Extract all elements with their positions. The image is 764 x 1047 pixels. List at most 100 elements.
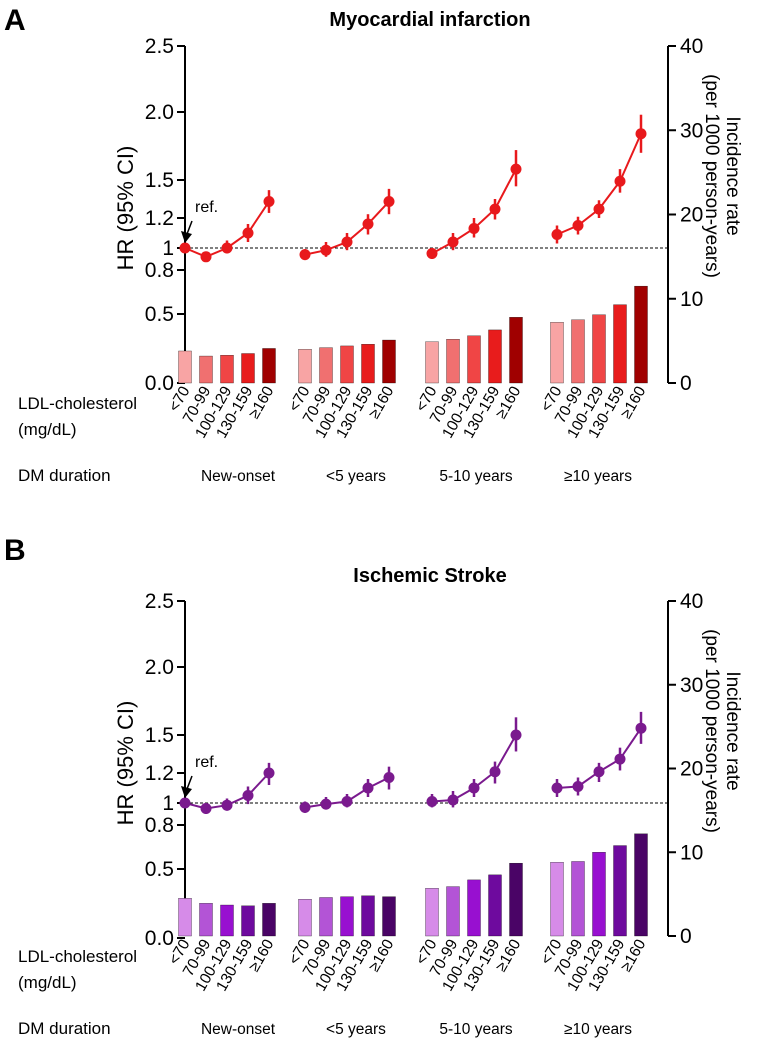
panel-B: B Ischemic Stroke 2.5 2.0 1.5 1.2 10.8 0.5 0.0 40… xyxy=(4,534,743,1038)
incidence-bar xyxy=(361,344,375,384)
hr-point xyxy=(614,753,626,765)
hr-point xyxy=(551,229,563,240)
right-tick-label: 40 xyxy=(680,35,703,58)
incidence-bar xyxy=(467,879,481,937)
hr-point xyxy=(242,790,254,801)
hr-point xyxy=(179,242,191,254)
left-axis-title: HR (95% CI) xyxy=(113,701,138,826)
incidence-bar xyxy=(634,833,648,937)
hr-point xyxy=(221,799,233,811)
hr-point xyxy=(383,196,395,208)
right-axis-title-2: (per 1000 person-years) xyxy=(701,74,722,278)
incidence-bar xyxy=(319,897,333,937)
hr-point xyxy=(572,220,584,231)
incidence-bar xyxy=(550,322,564,384)
incidence-bar xyxy=(446,886,460,937)
left-tick-label: 1.2 xyxy=(145,207,174,230)
group-label: New-onset xyxy=(201,1021,276,1038)
panel-A: A Myocardial infarction 2.5 2.0 1.5 1.2 10.8 0.… xyxy=(4,4,743,485)
group-label: <5 years xyxy=(326,468,386,485)
incidence-bar xyxy=(340,896,354,937)
hr-point xyxy=(362,782,374,794)
chart-title: Myocardial infarction xyxy=(329,9,530,31)
ref-arrow-head xyxy=(181,786,192,798)
hr-point xyxy=(179,797,191,809)
right-axis-title-2: (per 1000 person-years) xyxy=(701,629,722,833)
incidence-bar xyxy=(592,852,606,937)
hr-point xyxy=(468,782,480,794)
right-tick-label: 40 xyxy=(680,590,703,613)
incidence-bar xyxy=(178,898,192,937)
hr-point xyxy=(320,798,332,810)
hr-point xyxy=(447,236,459,248)
hr-point xyxy=(468,223,480,234)
hr-point xyxy=(320,244,332,256)
incidence-bar xyxy=(425,888,439,937)
right-tick-label: 10 xyxy=(680,841,703,864)
hr-point xyxy=(614,175,626,187)
hr-point xyxy=(635,128,647,140)
incidence-bar xyxy=(220,355,234,384)
hr-point xyxy=(200,803,212,814)
left-tick-label: 1 xyxy=(162,792,174,815)
incidence-bar xyxy=(613,845,627,937)
hr-point xyxy=(299,249,311,261)
left-tick-label: 1.5 xyxy=(145,724,174,747)
group-label: ≥10 years xyxy=(564,1021,632,1038)
incidence-bar xyxy=(571,861,585,937)
left-tick-label: 0.0 xyxy=(145,927,174,950)
right-tick-label: 0 xyxy=(680,372,692,395)
ref-label: ref. xyxy=(195,754,218,771)
incidence-bar xyxy=(613,304,627,384)
left-tick-label: 1.5 xyxy=(145,169,174,192)
incidence-bar xyxy=(592,314,606,384)
panel-letter: A xyxy=(4,4,26,37)
ldl-unit-label: (mg/dL) xyxy=(18,973,77,992)
left-tick-label: 2.0 xyxy=(145,656,174,679)
dm-row-label: DM duration xyxy=(18,466,111,485)
incidence-bar xyxy=(382,339,396,384)
incidence-bar xyxy=(220,904,234,937)
hr-point xyxy=(593,203,605,215)
hr-line xyxy=(431,168,517,255)
ldl-unit-label: (mg/dL) xyxy=(18,420,77,439)
right-tick-label: 20 xyxy=(680,204,703,227)
incidence-bar xyxy=(298,899,312,937)
incidence-bar xyxy=(488,874,502,937)
hr-point xyxy=(635,722,647,734)
hr-point xyxy=(489,766,501,778)
left-tick-label: 0.5 xyxy=(145,303,174,326)
left-tick-label: 2.0 xyxy=(145,101,174,124)
ldl-row-label: LDL-cholesterol xyxy=(18,947,137,966)
hr-point xyxy=(510,163,522,175)
right-tick-label: 0 xyxy=(680,925,692,948)
chart-title: Ischemic Stroke xyxy=(353,565,506,587)
hr-point xyxy=(572,781,584,792)
incidence-bar xyxy=(425,341,439,384)
group-label: ≥10 years xyxy=(564,468,632,485)
hr-point xyxy=(426,796,438,807)
ldl-row-label: LDL-cholesterol xyxy=(18,394,137,413)
incidence-bar xyxy=(178,350,192,384)
incidence-bar xyxy=(361,895,375,937)
hr-point xyxy=(362,218,374,230)
incidence-bar xyxy=(509,862,523,937)
left-tick-label: 0.5 xyxy=(145,858,174,881)
left-tick-label: 1.2 xyxy=(145,762,174,785)
dm-row-label: DM duration xyxy=(18,1019,111,1038)
incidence-bar xyxy=(340,345,354,384)
group-label: New-onset xyxy=(201,468,276,485)
incidence-bar xyxy=(199,903,213,937)
hr-point xyxy=(426,248,438,259)
incidence-bar xyxy=(241,353,255,384)
incidence-bar xyxy=(509,317,523,384)
left-axis-title: HR (95% CI) xyxy=(113,146,138,271)
hr-point xyxy=(221,242,233,254)
incidence-bar xyxy=(488,329,502,384)
right-tick-label: 30 xyxy=(680,119,703,142)
incidence-bar xyxy=(571,319,585,384)
left-tick-label: 2.5 xyxy=(145,35,174,58)
